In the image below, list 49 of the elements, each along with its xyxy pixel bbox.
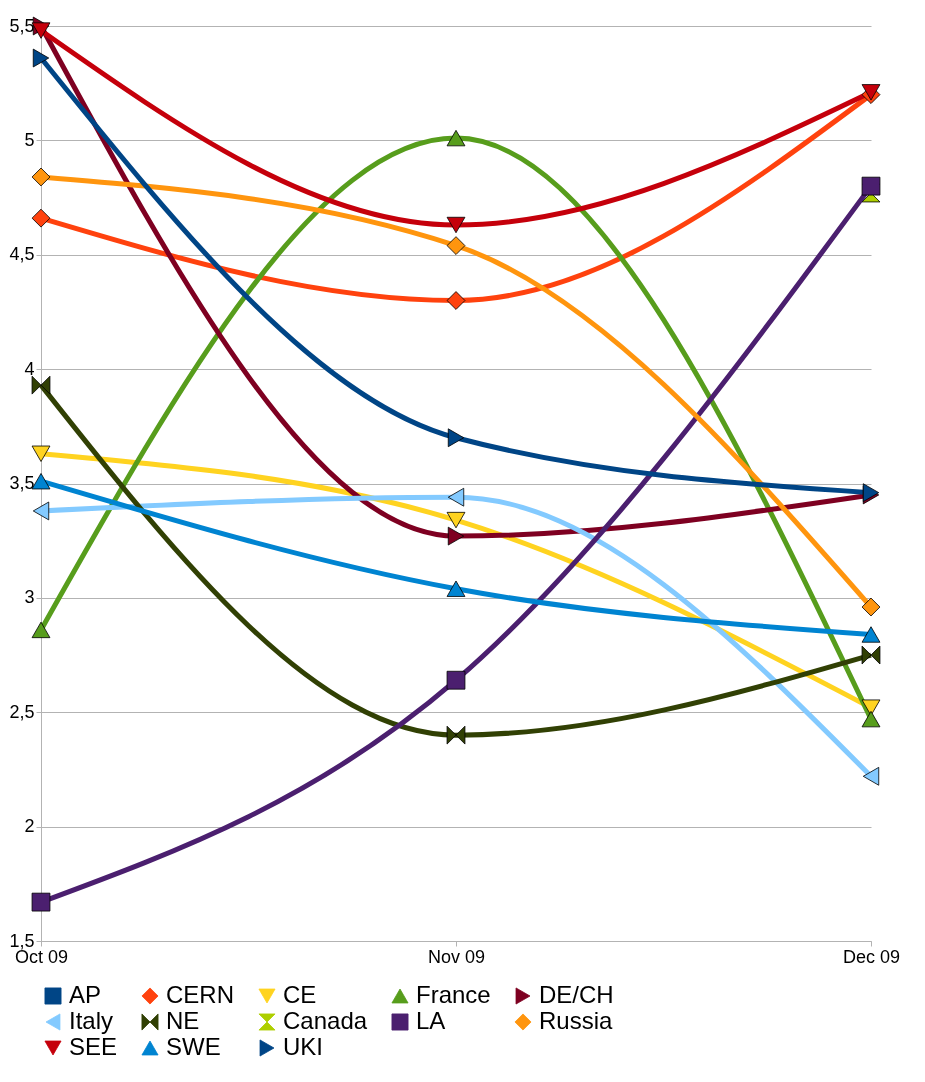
point: [447, 487, 465, 507]
legend-label: UKI: [283, 1033, 324, 1060]
point: [861, 626, 881, 643]
point: [446, 511, 466, 529]
legend-label: CERN: [166, 981, 235, 1008]
y-tick-label: 4: [24, 358, 35, 379]
point: [862, 766, 880, 786]
y-tick-label: 2: [24, 816, 35, 837]
point: [447, 526, 465, 546]
point: [861, 710, 881, 728]
legend-label: Italy: [69, 1007, 114, 1034]
legend-label: DE/CH: [539, 981, 614, 1008]
legend-label: SWE: [166, 1033, 221, 1060]
point: [861, 645, 881, 665]
point: [447, 428, 465, 448]
y-tick-label: 1,5: [9, 930, 35, 951]
x-tick-label: Dec 09: [842, 946, 901, 967]
point: [32, 48, 50, 68]
point: [31, 621, 51, 639]
point: [861, 699, 881, 716]
point: [31, 167, 51, 187]
x-tick-label: Nov 09: [427, 946, 486, 967]
point: [31, 892, 51, 912]
point: [31, 445, 51, 462]
legend-label: France: [416, 981, 491, 1008]
legend-label: NE: [166, 1007, 200, 1034]
legend-label: SEE: [69, 1033, 118, 1060]
point: [446, 291, 466, 310]
y-tick-label: 2,5: [9, 701, 35, 722]
y-tick-label: 3,5: [9, 473, 35, 493]
legend-label: Canada: [283, 1007, 368, 1034]
point: [31, 208, 51, 228]
y-tick-label: 3: [24, 587, 35, 608]
point: [446, 725, 466, 745]
point: [446, 216, 466, 234]
point: [446, 580, 466, 597]
legend-label: LA: [416, 1007, 446, 1034]
y-tick-label: 4,5: [9, 244, 35, 265]
legend-label: CE: [283, 981, 317, 1008]
point: [446, 129, 466, 147]
point: [446, 670, 466, 690]
point: [861, 176, 881, 196]
point: [446, 236, 466, 255]
y-tick-label: 5: [24, 129, 35, 150]
point: [861, 597, 881, 617]
legend-label: AP: [69, 981, 102, 1008]
point: [31, 375, 51, 395]
point: [32, 501, 50, 521]
legend-label: Russia: [539, 1007, 614, 1034]
